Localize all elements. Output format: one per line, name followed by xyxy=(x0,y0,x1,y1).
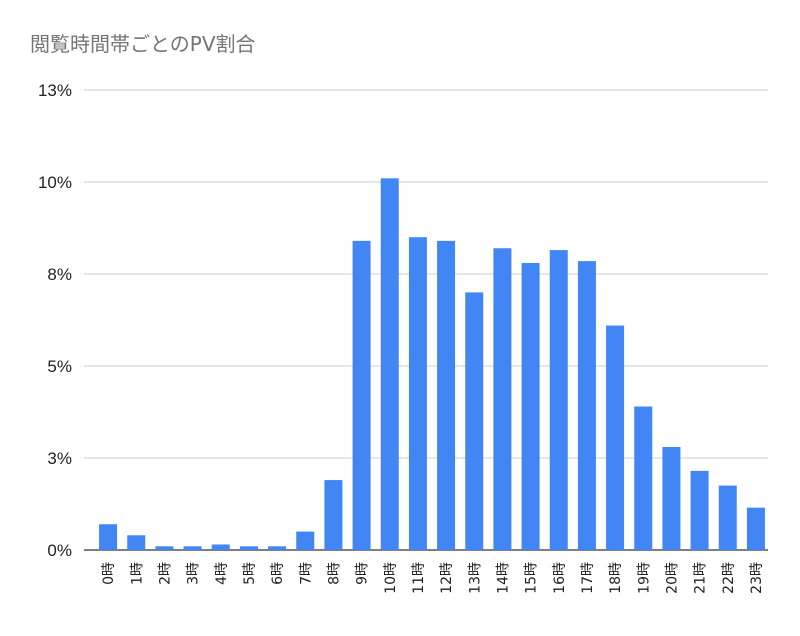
y-tick-label: 5% xyxy=(47,357,72,376)
y-tick-label: 0% xyxy=(47,541,72,560)
bar-4 xyxy=(211,544,230,550)
y-tick-label: 13% xyxy=(38,81,72,100)
x-tick-label: 10時 xyxy=(383,562,399,594)
x-tick-label: 6時 xyxy=(270,562,286,585)
x-tick-label: 7時 xyxy=(298,562,314,585)
bar-9 xyxy=(352,240,371,550)
x-tick-label: 22時 xyxy=(721,562,737,594)
x-tick-label: 21時 xyxy=(693,562,709,594)
x-tick-label: 2時 xyxy=(157,562,173,585)
x-tick-label: 19時 xyxy=(636,562,652,594)
x-tick-label: 16時 xyxy=(552,562,568,594)
bar-23 xyxy=(746,507,765,550)
x-tick-label: 1時 xyxy=(129,562,145,585)
bar-8 xyxy=(324,480,343,550)
bar-20 xyxy=(662,446,681,550)
x-tick-label: 11時 xyxy=(411,562,427,594)
bar-10 xyxy=(380,178,399,550)
x-tick-label: 4時 xyxy=(214,562,230,585)
bar-16 xyxy=(549,250,568,550)
y-tick-label: 3% xyxy=(47,449,72,468)
bar-12 xyxy=(437,240,456,550)
x-tick-label: 9時 xyxy=(355,562,371,585)
x-tick-label: 8時 xyxy=(326,562,342,585)
y-tick-label: 8% xyxy=(47,265,72,284)
bar-15 xyxy=(521,262,540,550)
bar-6 xyxy=(268,546,287,550)
bar-3 xyxy=(183,546,202,550)
bar-7 xyxy=(296,531,315,550)
bars xyxy=(99,178,765,551)
x-tick-label: 23時 xyxy=(749,562,765,594)
y-axis-tick-labels: 0% 3% 5% 8% 10% 13% xyxy=(38,81,72,560)
bar-0 xyxy=(99,524,118,550)
x-tick-label: 13時 xyxy=(467,562,483,594)
x-tick-label: 14時 xyxy=(495,562,511,594)
x-tick-label: 15時 xyxy=(524,562,540,594)
bar-13 xyxy=(465,292,484,550)
bar-11 xyxy=(408,237,427,550)
x-tick-label: 0時 xyxy=(101,562,117,585)
bar-17 xyxy=(577,261,596,550)
x-tick-label: 20時 xyxy=(664,562,680,594)
x-tick-label: 12時 xyxy=(439,562,455,594)
x-axis-tick-labels: 0時 1時 2時 3時 4時 5時 6時 7時 8時 9時 10時 11時 12時 13時 14時 15時 16… xyxy=(101,562,765,594)
x-tick-label: 18時 xyxy=(608,562,624,594)
x-tick-label: 3時 xyxy=(186,562,202,585)
x-tick-label: 17時 xyxy=(580,562,596,594)
chart-title: 閲覧時間帯ごとのPV割合 xyxy=(30,32,256,56)
bar-22 xyxy=(718,485,737,550)
bar-21 xyxy=(690,470,709,550)
bar-19 xyxy=(634,406,653,550)
x-tick-label: 5時 xyxy=(242,562,258,585)
bar-14 xyxy=(493,248,512,551)
y-tick-label: 10% xyxy=(38,173,72,192)
bar-1 xyxy=(127,535,146,550)
bar-5 xyxy=(239,546,258,550)
bar-18 xyxy=(606,325,625,550)
bar-2 xyxy=(155,546,174,550)
